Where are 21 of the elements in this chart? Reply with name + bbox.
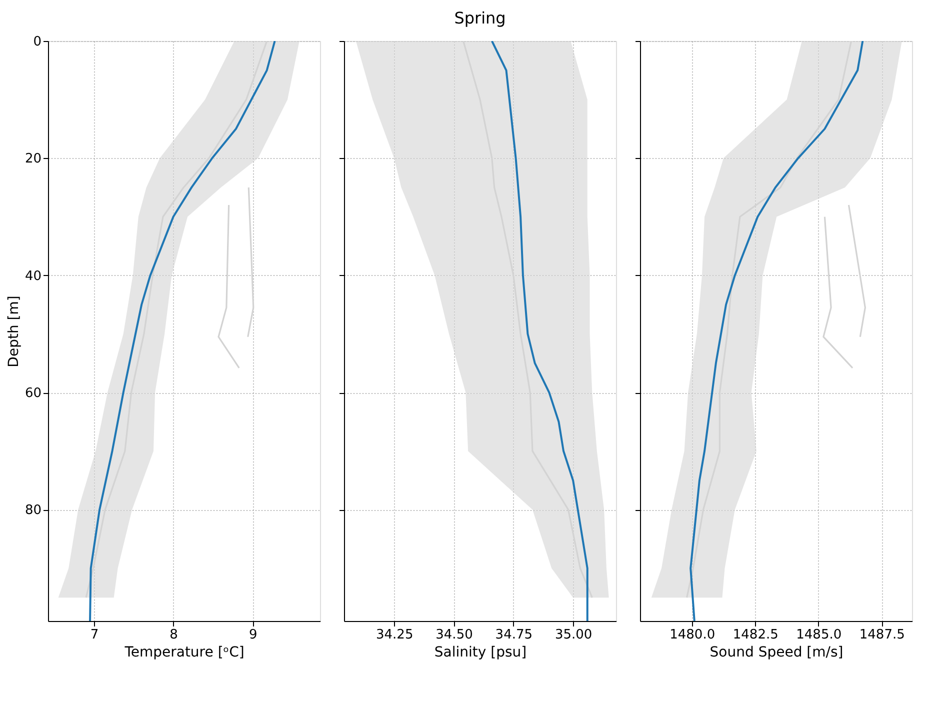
x-tick-label: 34.50 bbox=[436, 628, 473, 642]
x-axis-title: Temperature [ᵒC] bbox=[124, 644, 244, 660]
x-tick-label: 1487.5 bbox=[859, 628, 905, 642]
x-tick-label: 35.00 bbox=[554, 628, 592, 642]
y-tick-label: 60 bbox=[24, 386, 42, 402]
y-tick-label: 20 bbox=[24, 152, 42, 167]
x-tick-label: 1480.0 bbox=[670, 628, 716, 642]
x-tick-label: 1485.0 bbox=[796, 628, 842, 642]
x-axis-title: Sound Speed [m/s] bbox=[710, 644, 844, 660]
x-axis-title: Salinity [psu] bbox=[434, 644, 527, 660]
x-tick-label: 7 bbox=[90, 628, 99, 642]
y-tick-label: 40 bbox=[24, 268, 42, 284]
x-tick-label: 1482.5 bbox=[732, 628, 778, 642]
x-tick-label: 34.75 bbox=[495, 628, 533, 642]
x-tick-label: 8 bbox=[170, 628, 178, 642]
y-tick-label: 80 bbox=[24, 503, 42, 518]
x-tick-label: 34.25 bbox=[376, 628, 414, 642]
chart-title: Spring bbox=[454, 8, 506, 28]
y-axis-title: Depth [m] bbox=[6, 296, 22, 368]
x-tick-label: 9 bbox=[248, 628, 258, 642]
y-tick-label: 0 bbox=[33, 34, 42, 50]
